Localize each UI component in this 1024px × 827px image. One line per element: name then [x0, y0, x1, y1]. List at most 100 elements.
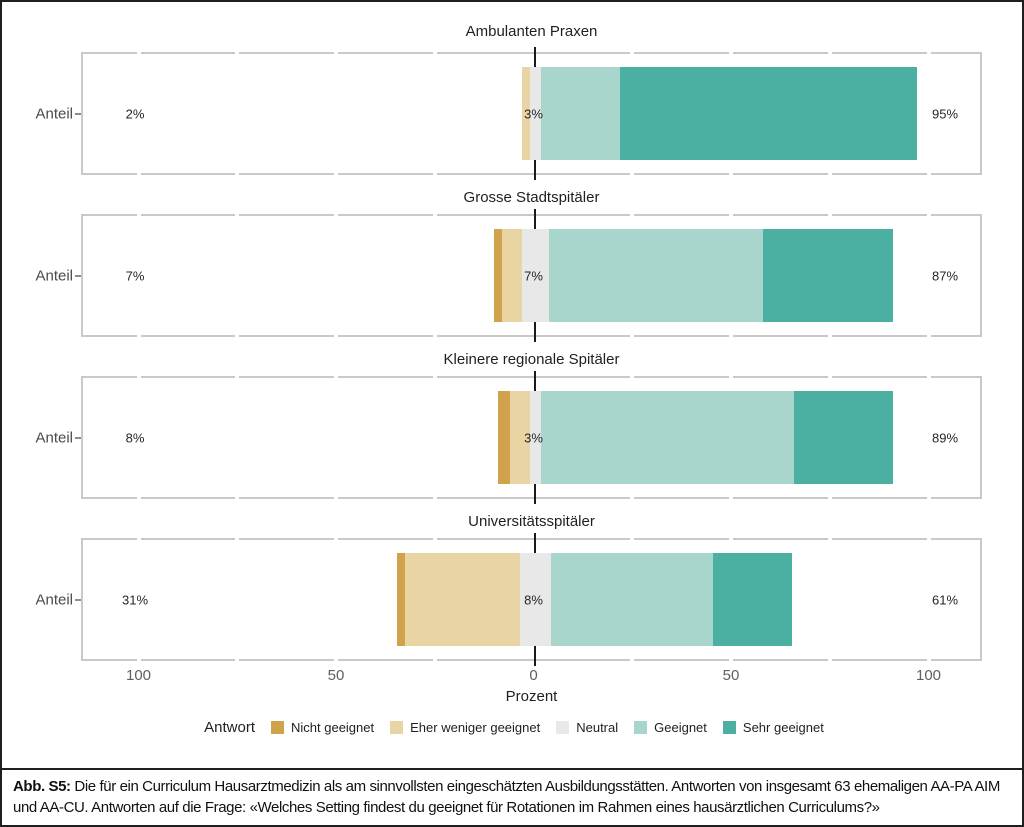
bar-segment	[529, 67, 542, 160]
caption-prefix: Abb. S5:	[13, 778, 71, 795]
bar-segment	[529, 391, 542, 484]
minor-break-gap	[235, 173, 240, 175]
minor-break-gap	[827, 335, 832, 337]
legend: Antwort Nicht geeignet Eher weniger geei…	[2, 719, 1022, 736]
y-axis-tick	[75, 112, 81, 115]
panel-title-universitaetsspitaeler: Universitätsspitäler	[468, 513, 595, 530]
legend-item-neutral: Neutral	[556, 720, 618, 735]
minor-break-gap	[729, 538, 733, 540]
legend-item-nicht-geeignet: Nicht geeignet	[271, 720, 374, 735]
minor-break-gap	[729, 497, 733, 499]
minor-break-gap	[334, 52, 338, 54]
minor-break-gap	[827, 659, 832, 661]
minor-break-gap	[136, 335, 141, 337]
minor-break-gap	[334, 214, 338, 216]
legend-label: Eher weniger geeignet	[410, 720, 541, 735]
minor-break-gap	[334, 538, 338, 540]
legend-swatch-icon	[634, 721, 648, 734]
minor-break-gap	[235, 52, 240, 54]
minor-break-gap	[136, 214, 141, 216]
minor-break-gap	[136, 538, 141, 540]
y-axis-label: Anteil	[35, 591, 73, 608]
minor-break-gap	[235, 497, 240, 499]
minor-break-gap	[926, 335, 931, 337]
legend-item-geeignet: Geeignet	[634, 720, 707, 735]
legend-item-sehr-geeignet: Sehr geeignet	[722, 720, 824, 735]
bar-segment	[397, 553, 406, 646]
minor-break-gap	[235, 335, 240, 337]
bar-segment	[497, 391, 510, 484]
x-axis-title: Prozent	[505, 688, 558, 705]
legend-swatch-icon	[556, 721, 570, 734]
legend-swatch-icon	[271, 721, 284, 734]
minor-break-gap	[630, 214, 635, 216]
minor-break-gap	[926, 538, 931, 540]
bar-segment	[519, 553, 552, 646]
minor-break-gap	[630, 376, 635, 378]
minor-break-gap	[827, 173, 832, 175]
minor-break-gap	[432, 173, 437, 175]
x-tick-label: 100	[125, 667, 152, 684]
minor-break-gap	[729, 376, 733, 378]
minor-break-gap	[827, 52, 832, 54]
bar-segment	[541, 67, 621, 160]
neutral-label: 8%	[524, 592, 543, 607]
minor-break-gap	[630, 497, 635, 499]
minor-break-gap	[630, 659, 635, 661]
bar-segment	[521, 229, 550, 322]
minor-break-gap	[235, 659, 240, 661]
minor-break-gap	[334, 173, 338, 175]
minor-break-gap	[630, 52, 635, 54]
legend-item-eher-weniger-geeignet: Eher weniger geeignet	[390, 720, 540, 735]
y-axis-tick	[75, 598, 81, 601]
y-axis-label: Anteil	[35, 105, 73, 122]
bar-segment	[620, 67, 917, 160]
bar-segment	[762, 229, 893, 322]
x-tick-label: 50	[722, 667, 740, 684]
bar-segment	[551, 553, 714, 646]
neutral-label: 3%	[524, 106, 543, 121]
bar-segment	[494, 229, 502, 322]
minor-break-gap	[729, 173, 733, 175]
minor-break-gap	[235, 214, 240, 216]
positive-total-label: 89%	[931, 430, 959, 445]
minor-break-gap	[926, 376, 931, 378]
minor-break-gap	[729, 52, 733, 54]
minor-break-gap	[432, 214, 437, 216]
bar-segment	[501, 229, 522, 322]
y-axis-tick	[75, 436, 81, 439]
figure-caption: Abb. S5: Die für ein Curriculum Hausarzt…	[13, 776, 1017, 818]
negative-total-label: 2%	[125, 106, 145, 121]
minor-break-gap	[136, 497, 141, 499]
minor-break-gap	[827, 497, 832, 499]
bar-segment	[549, 229, 763, 322]
bar-segment	[521, 67, 530, 160]
minor-break-gap	[334, 659, 338, 661]
minor-break-gap	[136, 173, 141, 175]
y-axis-label: Anteil	[35, 267, 73, 284]
x-axis: 100 50 0 50 100	[2, 666, 1022, 686]
minor-break-gap	[432, 538, 437, 540]
bar-segment	[794, 391, 893, 484]
panel-title-kleinere-regionale-spitaeler: Kleinere regionale Spitäler	[443, 351, 620, 368]
bar-segment	[405, 553, 520, 646]
minor-break-gap	[432, 497, 437, 499]
minor-break-gap	[729, 659, 733, 661]
neutral-label: 7%	[524, 268, 543, 283]
minor-break-gap	[432, 52, 437, 54]
bar-segment	[541, 391, 795, 484]
negative-total-label: 7%	[125, 268, 145, 283]
minor-break-gap	[926, 173, 931, 175]
panel-title-ambulante-praxen: Ambulanten Praxen	[465, 23, 598, 40]
legend-swatch-icon	[390, 721, 404, 734]
minor-break-gap	[136, 376, 141, 378]
plot-area-kleinere-regionale-spitaeler: Anteil 8% 3% 89%	[35, 371, 982, 504]
minor-break-gap	[334, 497, 338, 499]
negative-total-label: 8%	[125, 430, 145, 445]
y-axis-label: Anteil	[35, 429, 73, 446]
plot-area-universitaetsspitaeler: Anteil 31% 8% 61%	[35, 533, 982, 666]
minor-break-gap	[827, 538, 832, 540]
neutral-label: 3%	[524, 430, 543, 445]
legend-swatch-icon	[722, 721, 736, 734]
